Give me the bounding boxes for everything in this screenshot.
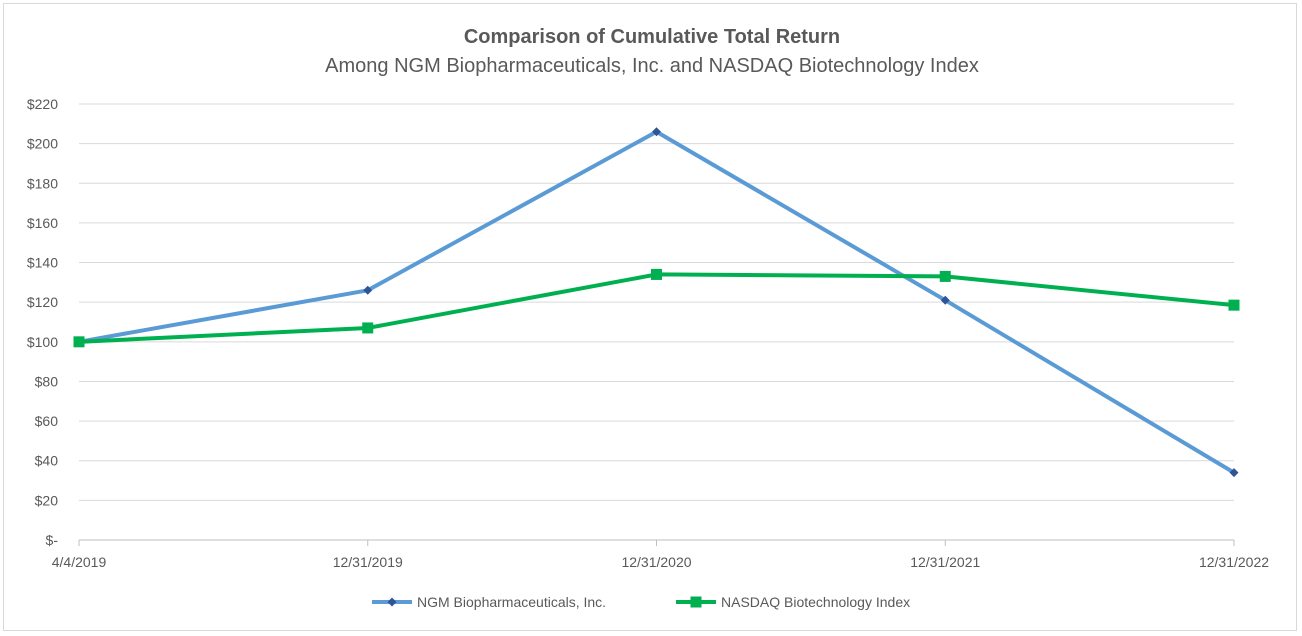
grid-layer bbox=[79, 103, 1234, 541]
data-point bbox=[940, 295, 950, 305]
legend-item: NGM Biopharmaceuticals, Inc. bbox=[372, 594, 606, 610]
legend: NGM Biopharmaceuticals, Inc. NASDAQ Biote… bbox=[372, 594, 910, 610]
legend-item: NASDAQ Biotechnology Index bbox=[676, 594, 910, 610]
x-axis-ticks: 4/4/2019 12/31/2019 12/31/2020 12/31/2021 12… bbox=[52, 540, 1269, 570]
series-layer bbox=[73, 127, 1240, 478]
y-tick-label: $60 bbox=[35, 413, 59, 429]
y-tick-label: $140 bbox=[27, 255, 58, 271]
x-tick-label: 12/31/2022 bbox=[1199, 554, 1269, 570]
series-2 bbox=[73, 268, 1240, 348]
x-tick-label: 12/31/2021 bbox=[910, 554, 980, 570]
y-tick-label: $180 bbox=[27, 175, 58, 191]
x-tick-label: 12/31/2020 bbox=[621, 554, 691, 570]
y-tick-label: $40 bbox=[35, 453, 59, 469]
data-point bbox=[652, 127, 661, 137]
data-point bbox=[1229, 468, 1239, 478]
y-tick-label: $160 bbox=[27, 215, 58, 231]
chart-frame: Comparison of Cumulative Total Return Am… bbox=[3, 3, 1297, 631]
chart-subtitle: Among NGM Biopharmaceuticals, Inc. and N… bbox=[325, 55, 979, 77]
chart-title: Comparison of Cumulative Total Return bbox=[464, 26, 840, 48]
legend-label: NASDAQ Biotechnology Index bbox=[721, 594, 910, 610]
chart-svg: Comparison of Cumulative Total Return Am… bbox=[27, 26, 1269, 610]
legend-label: NGM Biopharmaceuticals, Inc. bbox=[417, 594, 606, 610]
y-axis-ticks: $- $20 $40 $60 $80 $100 $120 $140 $160 $180 $200 $2… bbox=[27, 96, 58, 548]
data-point bbox=[651, 268, 662, 280]
data-point bbox=[363, 285, 373, 295]
series-line bbox=[77, 272, 1236, 344]
data-point bbox=[362, 322, 374, 334]
legend-marker bbox=[690, 596, 702, 608]
y-tick-label: $20 bbox=[35, 492, 59, 508]
y-tick-label: $80 bbox=[35, 373, 59, 389]
data-point bbox=[73, 336, 85, 348]
legend-marker bbox=[387, 597, 397, 607]
x-tick-label: 4/4/2019 bbox=[52, 554, 107, 570]
y-tick-label: $200 bbox=[27, 136, 58, 152]
y-tick-label: $220 bbox=[27, 96, 58, 112]
data-point bbox=[1228, 299, 1240, 311]
x-tick-label: 12/31/2019 bbox=[333, 554, 403, 570]
y-tick-label: $100 bbox=[27, 334, 58, 350]
data-point bbox=[939, 270, 951, 282]
y-tick-label: $120 bbox=[27, 294, 58, 310]
y-tick-label: $- bbox=[46, 532, 59, 548]
